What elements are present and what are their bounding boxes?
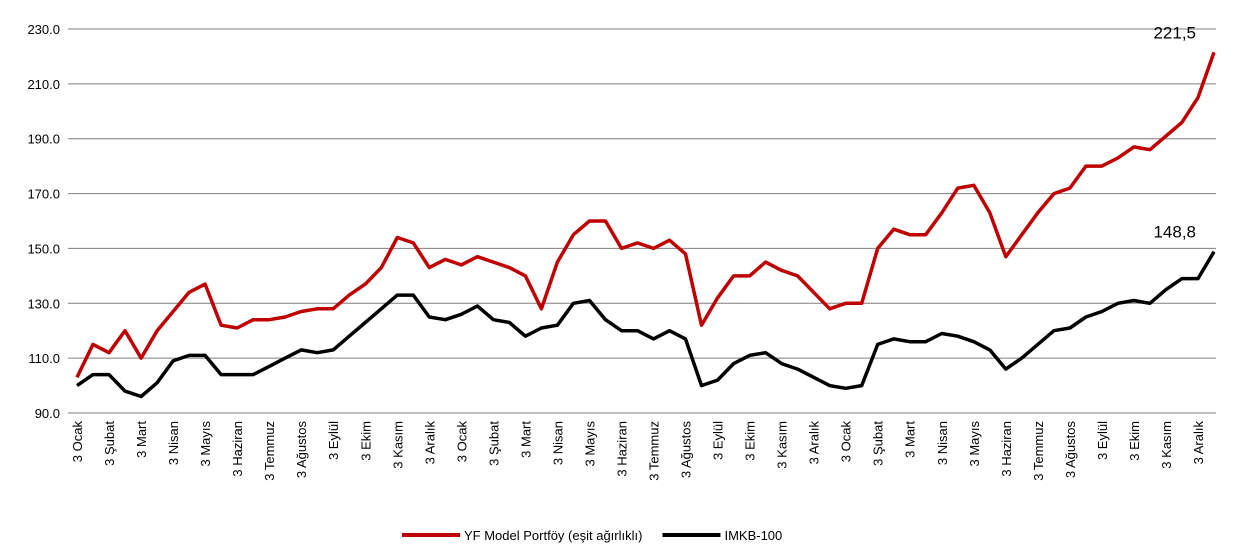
x-tick-label: 3 Kasım [1159,421,1174,469]
x-tick-label: 3 Haziran [614,421,629,477]
y-tick-label: 130.0 [27,296,60,311]
legend-label: IMKB-100 [724,528,782,543]
y-tick-label: 110.0 [28,351,60,366]
x-tick-label: 3 Ekim [358,421,373,461]
x-tick-label: 3 Şubat [486,421,501,466]
x-tick-label: 3 Ağustos [294,421,309,479]
x-tick-label: 3 Ocak [839,421,854,463]
x-tick-label: 3 Şubat [871,421,886,466]
y-tick-label: 90.0 [35,406,60,421]
annotation: 148,8 [1153,223,1196,242]
x-tick-label: 3 Haziran [230,421,245,477]
x-tick-label: 3 Mayıs [582,421,597,467]
x-tick-label: 3 Ekim [1127,421,1142,461]
legend-label: YF Model Portföy (eşit ağırlıklı) [464,528,642,543]
y-tick-label: 170.0 [27,187,60,202]
x-tick-label: 3 Ocak [70,421,85,463]
x-tick-label: 3 Nisan [550,421,565,465]
x-tick-label: 3 Eylül [711,421,726,460]
x-tick-label: 3 Temmuz [1031,421,1046,481]
series-line [75,51,1216,379]
x-tick-label: 3 Mart [518,421,533,458]
x-tick-label: 3 Şubat [102,421,117,466]
x-tick-label: 3 Ekim [743,421,758,461]
x-tick-label: 3 Mart [134,421,149,458]
x-tick-label: 3 Kasım [390,421,405,469]
x-tick-label: 3 Mayıs [967,421,982,467]
x-tick-label: 3 Eylül [1095,421,1110,460]
y-tick-label: 230.0 [27,22,60,37]
x-tick-label: 3 Haziran [999,421,1014,477]
y-tick-label: 150.0 [27,241,60,256]
x-tick-label: 3 Aralık [807,421,822,465]
x-tick-label: 3 Temmuz [262,421,277,481]
x-tick-label: 3 Mayıs [198,421,213,467]
x-tick-label: 3 Eylül [326,421,341,460]
annotation: 221,5 [1153,23,1196,42]
x-tick-label: 3 Ağustos [679,421,694,479]
series-line [76,250,1216,399]
x-tick-label: 3 Nisan [935,421,950,465]
x-tick-label: 3 Aralık [1191,421,1206,465]
y-tick-label: 210.0 [27,77,60,92]
x-tick-label: 3 Ağustos [1063,421,1078,479]
x-tick-label: 3 Ocak [454,421,469,463]
x-tick-label: 3 Aralık [422,421,437,465]
x-tick-label: 3 Temmuz [647,421,662,481]
x-tick-label: 3 Nisan [166,421,181,465]
y-tick-label: 190.0 [27,132,60,147]
x-tick-label: 3 Kasım [775,421,790,469]
x-tick-label: 3 Mart [903,421,918,458]
